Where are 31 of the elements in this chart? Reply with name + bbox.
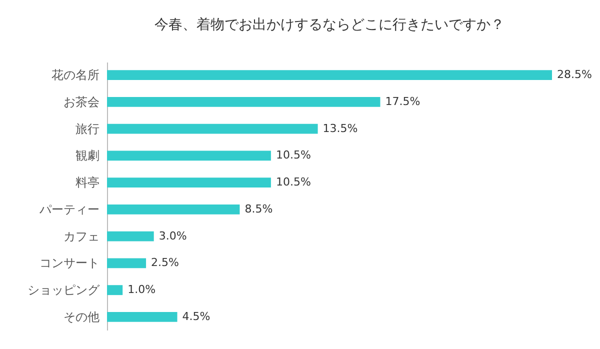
bar (107, 124, 318, 134)
y-tick-label: お茶会 (64, 94, 100, 109)
data-label: 10.5% (276, 148, 311, 162)
chart-title: 今春、着物でお出かけするならどこに行きたいですか？ (154, 17, 504, 33)
bar (107, 70, 552, 80)
bar (107, 285, 123, 296)
data-label: 8.5% (244, 202, 273, 216)
bar (107, 204, 240, 214)
y-tick-label: ショッピング (28, 283, 100, 298)
y-tick-label: パーティー (38, 202, 100, 216)
bar (107, 150, 271, 161)
data-label: 1.0% (128, 283, 156, 296)
y-tick-label: 旅行 (76, 122, 100, 136)
data-label: 2.5% (151, 256, 179, 270)
y-tick-label: カフェ (64, 229, 100, 244)
data-label: 3.0% (158, 229, 187, 242)
bar (107, 178, 271, 188)
bar (107, 96, 380, 107)
data-label: 13.5% (322, 122, 358, 135)
y-tick-label: コンサート (40, 256, 100, 270)
y-tick-label: 料亭 (76, 176, 100, 190)
data-label: 28.5% (557, 68, 592, 82)
data-label: 10.5% (276, 176, 311, 189)
y-tick-label: 観劇 (76, 148, 100, 163)
bar (107, 312, 178, 322)
data-label: 17.5% (385, 94, 420, 108)
y-tick-label: その他 (64, 310, 100, 324)
bar (107, 258, 146, 268)
y-tick-label: 花の名所 (52, 68, 100, 82)
bar (107, 231, 154, 242)
data-label: 4.5% (182, 310, 210, 323)
